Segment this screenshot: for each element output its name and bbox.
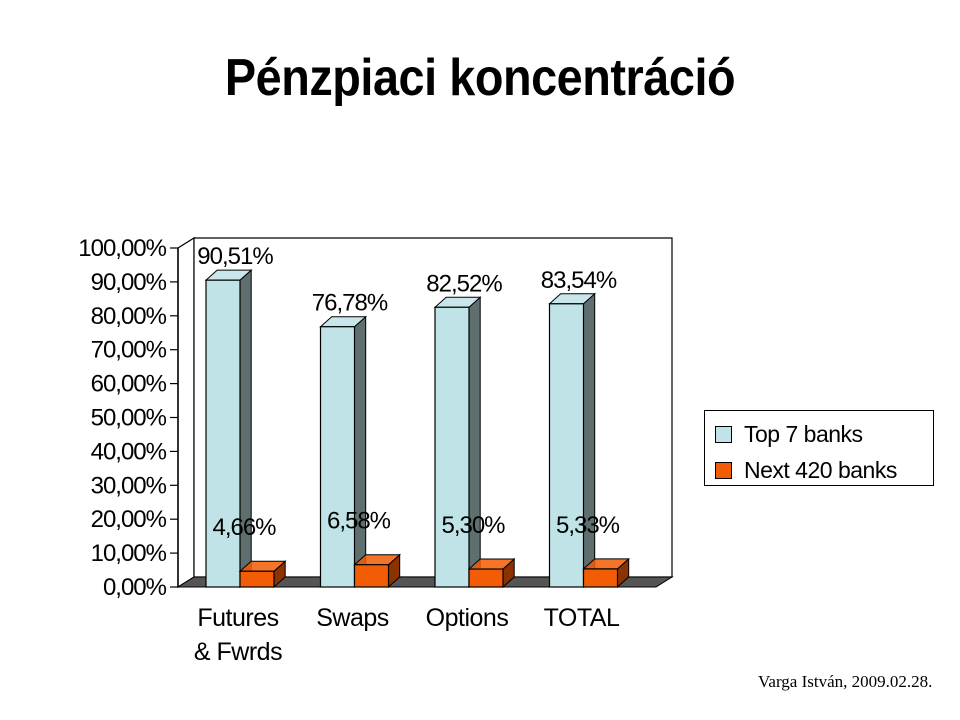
x-category-label: & Fwrds xyxy=(194,638,282,666)
y-tick-label: 90,00% xyxy=(91,269,167,296)
chart-bars xyxy=(204,269,631,589)
author-note: Varga István, 2009.02.28. xyxy=(758,672,933,691)
bar-top-7-banks xyxy=(548,303,585,588)
y-tick-label: 10,00% xyxy=(91,540,167,567)
x-category-label: TOTAL xyxy=(544,604,620,632)
chart-legend: Top 7 banks Next 420 banks xyxy=(704,410,934,486)
data-label-next-420-banks: 5,30% xyxy=(441,512,505,539)
y-tick-label: 20,00% xyxy=(91,506,167,533)
bar-top-7-banks xyxy=(434,306,470,588)
data-label-top-7-banks: 90,51% xyxy=(197,243,273,270)
bar-side-top-7-banks xyxy=(354,315,367,589)
bar-top-7-banks xyxy=(205,279,241,588)
data-label-top-7-banks: 82,52% xyxy=(426,270,502,297)
y-tick-label: 50,00% xyxy=(91,405,167,432)
bar-next-420-banks xyxy=(582,568,619,588)
legend-item-next-420-banks: Next 420 banks xyxy=(715,455,897,485)
bar-side-top-7-banks xyxy=(468,296,481,589)
bar-next-420-banks xyxy=(239,570,275,588)
y-tick-label: 60,00% xyxy=(91,371,167,398)
x-category-label: Futures xyxy=(197,604,278,632)
y-tick-label: 40,00% xyxy=(91,438,167,465)
legend-swatch-next-420-banks xyxy=(715,461,732,479)
y-tick-label: 30,00% xyxy=(91,472,167,499)
y-tick-label: 0,00% xyxy=(103,574,167,601)
legend-label-top-7-banks: Top 7 banks xyxy=(744,420,863,447)
y-tick-label: 70,00% xyxy=(91,337,167,364)
data-label-top-7-banks: 83,54% xyxy=(541,267,617,294)
page-title: Pénzpiaci koncentráció xyxy=(224,49,736,107)
legend-label-next-420-banks: Next 420 banks xyxy=(744,456,897,483)
bar-next-420-banks xyxy=(468,568,504,588)
data-label-next-420-banks: 5,33% xyxy=(556,512,620,539)
data-label-top-7-banks: 76,78% xyxy=(312,290,388,317)
y-tick-label: 80,00% xyxy=(91,303,167,330)
x-category-label: Options xyxy=(426,604,509,632)
data-label-next-420-banks: 6,58% xyxy=(327,508,391,535)
bar-top-7-banks xyxy=(319,326,356,588)
chart-side-wall xyxy=(177,236,195,589)
y-tick-label: 100,00% xyxy=(78,235,166,262)
bar-next-420-banks xyxy=(353,564,390,588)
legend-item-top-7-banks: Top 7 banks xyxy=(715,419,863,449)
x-category-label: Swaps xyxy=(316,604,389,632)
legend-swatch-top-7-banks xyxy=(715,425,732,443)
data-label-next-420-banks: 4,66% xyxy=(212,514,276,541)
bar-side-top-7-banks xyxy=(583,292,596,589)
chart-labels: 0,00% 10,00% 20,00% 30,00% 40,00% 50,00% 60,00… xyxy=(78,235,620,666)
